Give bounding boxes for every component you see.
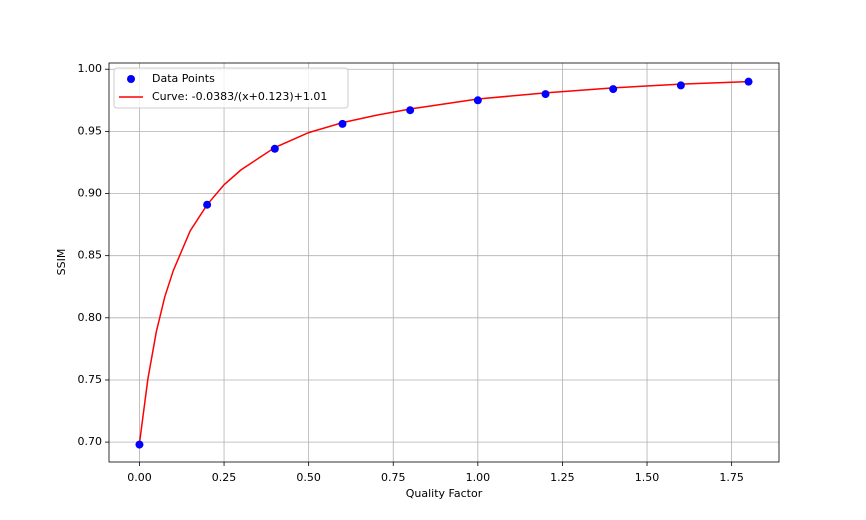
legend-label: Curve: -0.0383/(x+0.123)+1.01 [152, 90, 327, 103]
x-tick-label: 0.00 [127, 471, 152, 484]
data-point [609, 85, 618, 94]
legend-swatch [127, 75, 135, 83]
data-point [203, 200, 212, 209]
data-point [473, 96, 482, 105]
x-tick-label: 0.75 [381, 471, 406, 484]
legend: Data Points Curve: -0.0383/(x+0.123)+1.01 [113, 67, 349, 109]
legend-label: Data Points [152, 72, 215, 85]
y-axis-label: SSIM [55, 249, 68, 276]
grid [109, 63, 779, 462]
plot-data [135, 77, 753, 449]
y-tick-label: 0.85 [78, 249, 103, 262]
data-point [270, 144, 279, 153]
x-tick-label: 1.00 [466, 471, 491, 484]
plot-frame [108, 62, 780, 463]
x-tick-label: 1.75 [719, 471, 744, 484]
data-point [406, 106, 415, 115]
x-tick-label: 0.25 [212, 471, 237, 484]
y-tick-label: 0.95 [78, 124, 103, 137]
y-tick-label: 0.75 [78, 373, 103, 386]
y-tick-label: 0.70 [78, 435, 103, 448]
data-point [338, 119, 347, 128]
x-axis-label: Quality Factor [406, 487, 483, 500]
data-point [541, 90, 550, 99]
data-point [744, 77, 753, 86]
y-tick-label: 1.00 [78, 62, 103, 75]
legend-box [113, 67, 349, 109]
x-tick-label: 1.25 [550, 471, 575, 484]
y-tick-label: 0.90 [78, 187, 103, 200]
x-tick-label: 1.50 [635, 471, 660, 484]
y-tick-label: 0.80 [78, 311, 103, 324]
data-point [676, 81, 685, 90]
data-point [135, 440, 144, 449]
x-tick-label: 0.50 [296, 471, 321, 484]
